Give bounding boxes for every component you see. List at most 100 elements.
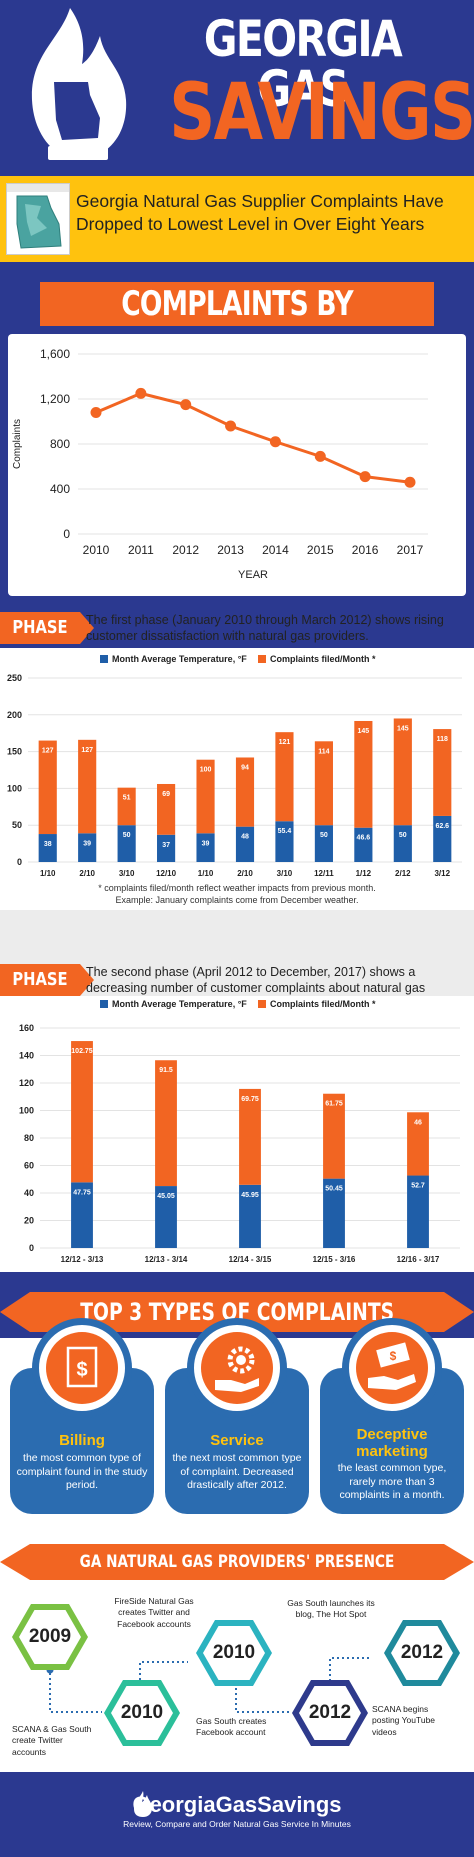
bar-ytick-label: 20 [24, 1216, 34, 1226]
bar-category-label: 3/12 [434, 869, 450, 878]
bar-segment [38, 834, 57, 862]
bar-value-label: 94 [241, 764, 249, 771]
line-xtick-label: 2015 [307, 543, 334, 557]
bar-category-label: 12/13 - 3/14 [145, 1255, 188, 1264]
timeline-hex-2010-a: 2010 [104, 1680, 180, 1746]
bar-value-label: 145 [358, 728, 370, 735]
bar-segment [235, 757, 255, 827]
bar-segment [157, 834, 176, 862]
bar-value-label: 46.6 [357, 835, 371, 842]
footer-tagline: Review, Compare and Order Natural Gas Se… [123, 1819, 351, 1829]
banner-text: Georgia Natural Gas Supplier Complaints … [76, 191, 444, 234]
type-billing-desc: the most common type of complaint found … [16, 1452, 148, 1492]
bar-ytick-label: 200 [7, 710, 22, 720]
bar-value-label: 39 [83, 840, 91, 847]
footer: GeorgiaGasSavings Review, Compare and Or… [0, 1772, 474, 1857]
bar-segment [155, 1060, 177, 1187]
phase2-badge: PHASE 2 [0, 964, 94, 1022]
bar-segment [275, 732, 294, 822]
event-2012-blog-text: Gas South launches its blog, The Hot Spo… [287, 1598, 375, 1620]
phase1-chart-area: Month Average Temperature, °F Complaints… [0, 648, 474, 910]
line-chart: 0 400 800 1,200 1,600 2010 2011 2012 2013 2014 201… [12, 347, 428, 581]
line-xtick-label: 2017 [397, 543, 424, 557]
line-point [314, 450, 326, 462]
type-billing: $ Billing the most common type of compla… [10, 1318, 154, 1514]
bar-segment [323, 1093, 345, 1179]
line-ytick-label: 400 [50, 482, 70, 496]
bar-value-label: 62.6 [435, 823, 449, 830]
bar-value-label: 91.5 [159, 1067, 173, 1074]
bar-segment [155, 1186, 177, 1248]
bar-ytick-label: 250 [7, 673, 22, 683]
bar-ytick-label: 120 [19, 1078, 34, 1088]
bar-value-label: 38 [44, 841, 52, 848]
bar-segment [117, 825, 136, 862]
line-xtick-label: 2016 [352, 543, 379, 557]
event-2009-text: SCANA & Gas South create Twitter account… [12, 1724, 92, 1757]
bar-value-label: 69.75 [241, 1096, 259, 1103]
bar-ytick-label: 50 [12, 820, 22, 830]
bar-value-label: 61.75 [325, 1101, 343, 1108]
bar-ytick-label: 0 [17, 857, 22, 867]
title-line1: GEORGIA GAS [203, 10, 403, 118]
bar-value-label: 37 [162, 842, 170, 849]
phase1-legend-complaints: Complaints filed/Month * [258, 655, 376, 664]
bar-segment [393, 825, 412, 862]
phase1-note-1: * complaints filed/month reflect weather… [98, 883, 376, 893]
bar-ytick-label: 60 [24, 1161, 34, 1171]
line-point [404, 476, 416, 488]
bar-ytick-label: 100 [19, 1106, 34, 1116]
bar-segment [323, 1178, 345, 1248]
type-service-desc: the next most common type of complaint. … [172, 1452, 302, 1492]
bar-ytick-label: 160 [19, 1023, 34, 1033]
bar-ytick-label: 140 [19, 1051, 34, 1061]
phase2-legend-temp: Month Average Temperature, °F [100, 1000, 247, 1009]
bar-value-label: 121 [279, 739, 291, 746]
bar-value-label: 69 [162, 791, 170, 798]
phase1-bar-chart: 0 50 100 150 200 250 38 127 1/10 39 127 2/10 50 51 3/1… [7, 673, 462, 878]
georgia-map-thumbnail [6, 183, 70, 255]
phase2-bar-chart: 0 20 40 60 80 100 120 140 160 47.75 102.75 12/12 - … [19, 1023, 460, 1264]
type-service: Service the next most common type of com… [165, 1318, 309, 1514]
bar-value-label: 50.45 [325, 1186, 343, 1193]
bar-value-label: 100 [200, 767, 212, 774]
bar-ytick-label: 80 [24, 1133, 34, 1143]
line-chart-card: 0 400 800 1,200 1,600 2010 2011 2012 2013 2014 201… [8, 334, 466, 596]
bar-segment [393, 718, 412, 826]
phase2-legend-complaints: Complaints filed/Month * [258, 1000, 376, 1009]
flame-georgia-logo [31, 8, 127, 160]
bar-category-label: 12/16 - 3/17 [397, 1255, 440, 1264]
line-point [180, 399, 192, 411]
line-point [90, 407, 102, 418]
bar-category-label: 2/12 [395, 869, 411, 878]
bar-segment [433, 815, 452, 862]
type-deceptive-desc: the least common type, rarely more than … [337, 1462, 447, 1502]
line-xtick-label: 2010 [83, 543, 110, 557]
bar-segment [239, 1184, 261, 1248]
phase1-legend-temp: Month Average Temperature, °F [100, 655, 247, 664]
bar-segment [407, 1112, 429, 1176]
svg-text:$: $ [76, 1359, 87, 1381]
bar-segment [314, 825, 333, 862]
bar-value-label: 127 [42, 748, 54, 755]
line-ytick-label: 0 [63, 527, 70, 541]
spacer [0, 1518, 474, 1540]
bar-value-label: 118 [437, 736, 448, 743]
bar-value-label: 48 [241, 834, 249, 841]
timeline-hex-2012-b: 2012 [384, 1620, 460, 1686]
bar-segment [117, 787, 136, 826]
bar-category-label: 12/14 - 3/15 [229, 1255, 272, 1264]
type-billing-title: Billing [59, 1432, 105, 1449]
line-point [135, 387, 147, 399]
bar-value-label: 114 [318, 748, 329, 755]
flame-logo-icon [134, 1791, 152, 1817]
line-xaxis-label: YEAR [238, 569, 268, 581]
bar-ytick-label: 150 [7, 747, 22, 757]
bar-segment [157, 783, 176, 835]
timeline-hex-2012-a: 2012 [292, 1680, 368, 1746]
event-2010-fireside-text: FireSide Natural Gas creates Twitter and… [114, 1596, 194, 1629]
line-ytick-label: 800 [50, 437, 70, 451]
bar-segment [196, 833, 215, 862]
phase1-badge: PHASE 1 [0, 612, 94, 670]
